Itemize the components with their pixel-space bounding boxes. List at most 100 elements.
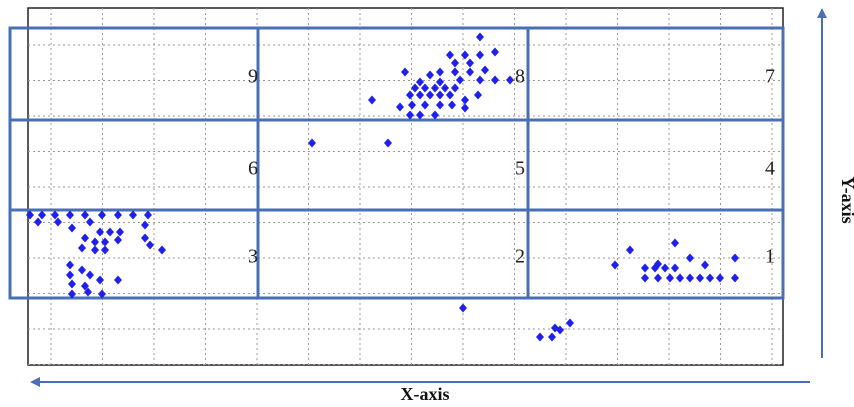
point bbox=[51, 210, 59, 220]
point bbox=[686, 253, 694, 263]
point bbox=[96, 275, 104, 285]
point bbox=[68, 279, 76, 289]
point bbox=[551, 323, 559, 333]
cell-label: 8 bbox=[515, 66, 525, 88]
point bbox=[491, 75, 499, 85]
point bbox=[466, 67, 474, 77]
point bbox=[436, 77, 444, 87]
dotted-grid bbox=[28, 8, 783, 365]
point bbox=[548, 332, 556, 342]
point bbox=[101, 245, 109, 255]
cell-label: 2 bbox=[515, 246, 525, 268]
point bbox=[476, 32, 484, 42]
point bbox=[411, 83, 419, 93]
point bbox=[158, 245, 166, 255]
point bbox=[86, 270, 94, 280]
point bbox=[696, 273, 704, 283]
x-axis-label: X-axis bbox=[401, 384, 450, 404]
point bbox=[436, 100, 444, 110]
point bbox=[426, 70, 434, 80]
cell-grid bbox=[8, 26, 785, 300]
cell-label: 9 bbox=[248, 66, 258, 88]
point bbox=[406, 90, 414, 100]
cell-label: 5 bbox=[515, 158, 525, 180]
point bbox=[86, 217, 94, 227]
point bbox=[661, 263, 669, 273]
point bbox=[461, 103, 469, 113]
point bbox=[716, 273, 724, 283]
point bbox=[81, 233, 89, 243]
point bbox=[146, 240, 154, 250]
point bbox=[426, 90, 434, 100]
point bbox=[706, 273, 714, 283]
point bbox=[654, 273, 662, 283]
point bbox=[671, 263, 679, 273]
cell-label: 6 bbox=[248, 158, 258, 180]
point bbox=[68, 223, 76, 233]
point bbox=[396, 102, 404, 112]
point bbox=[101, 237, 109, 247]
point bbox=[408, 100, 416, 110]
point bbox=[66, 270, 74, 280]
point bbox=[38, 210, 46, 220]
point bbox=[448, 100, 456, 110]
point bbox=[466, 58, 474, 68]
cell-label: 1 bbox=[765, 246, 775, 268]
cell-label: 3 bbox=[248, 246, 258, 268]
point bbox=[26, 210, 34, 220]
point bbox=[78, 243, 86, 253]
point bbox=[506, 75, 514, 85]
point bbox=[96, 227, 104, 237]
point bbox=[626, 245, 634, 255]
point bbox=[686, 273, 694, 283]
point bbox=[114, 235, 122, 245]
cell-label: 4 bbox=[765, 158, 775, 180]
point bbox=[416, 90, 424, 100]
point bbox=[474, 90, 482, 100]
point bbox=[476, 75, 484, 85]
point bbox=[676, 273, 684, 283]
point bbox=[34, 217, 42, 227]
point bbox=[431, 83, 439, 93]
point bbox=[416, 77, 424, 87]
point bbox=[114, 210, 122, 220]
point bbox=[141, 220, 149, 230]
points bbox=[26, 32, 739, 342]
y-axis-label: Y-axis bbox=[838, 176, 854, 223]
point bbox=[461, 50, 469, 60]
point bbox=[701, 260, 709, 270]
point bbox=[446, 50, 454, 60]
point bbox=[451, 83, 459, 93]
point bbox=[641, 263, 649, 273]
point bbox=[144, 210, 152, 220]
point bbox=[81, 210, 89, 220]
point bbox=[98, 210, 106, 220]
point bbox=[566, 318, 574, 328]
point bbox=[66, 210, 74, 220]
point bbox=[401, 67, 409, 77]
point bbox=[81, 281, 89, 291]
point bbox=[91, 237, 99, 247]
point bbox=[91, 245, 99, 255]
point bbox=[476, 50, 484, 60]
point bbox=[106, 227, 114, 237]
cell-label: 7 bbox=[765, 66, 775, 88]
point bbox=[731, 273, 739, 283]
point bbox=[406, 110, 414, 120]
point bbox=[451, 67, 459, 77]
outer-box bbox=[8, 26, 785, 300]
point bbox=[451, 58, 459, 68]
point bbox=[141, 233, 149, 243]
point bbox=[666, 273, 674, 283]
point bbox=[481, 65, 489, 75]
point bbox=[536, 332, 544, 342]
point bbox=[421, 100, 429, 110]
point bbox=[368, 95, 376, 105]
point bbox=[84, 287, 92, 297]
point bbox=[436, 67, 444, 77]
point bbox=[431, 110, 439, 120]
point bbox=[456, 75, 464, 85]
point bbox=[459, 303, 467, 313]
point bbox=[731, 253, 739, 263]
point bbox=[54, 217, 62, 227]
